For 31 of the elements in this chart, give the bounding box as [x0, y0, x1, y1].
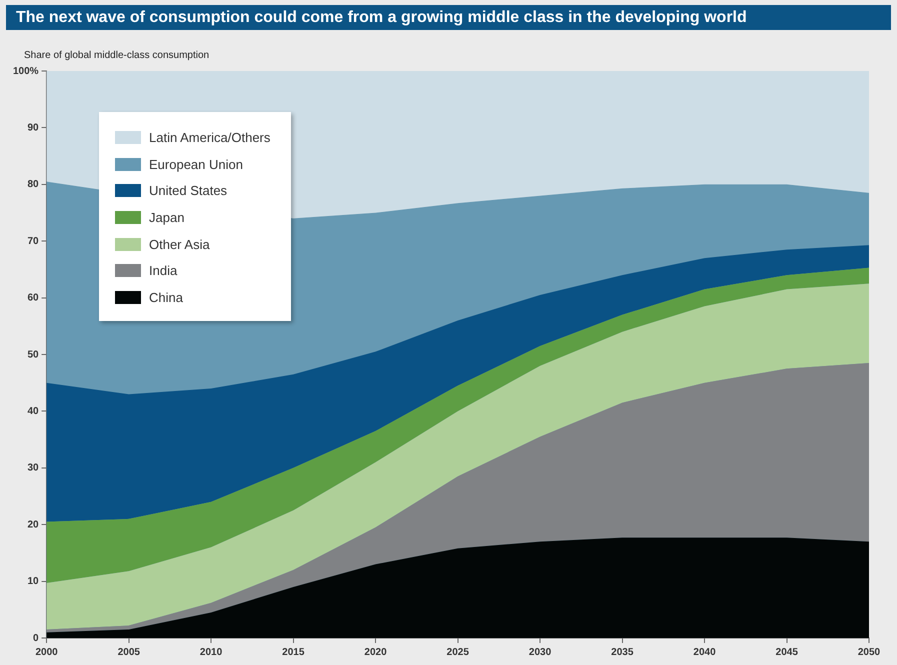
x-tick-label: 2040 — [693, 646, 716, 658]
y-tick-label: 60 — [27, 292, 40, 304]
x-tick-label: 2010 — [200, 646, 223, 658]
legend-label: Other Asia — [149, 236, 210, 252]
y-tick-label: 80 — [27, 179, 40, 190]
legend-label: India — [149, 263, 178, 278]
x-tick-label: 2050 — [858, 646, 881, 658]
y-axis-title: Share of global middle-class consumption — [24, 50, 210, 61]
y-tick-label: 30 — [27, 462, 40, 474]
x-tick-label: 2030 — [528, 646, 552, 658]
legend-label: China — [149, 290, 183, 305]
x-tick-label: 2000 — [35, 646, 58, 658]
y-tick-label: 50 — [27, 349, 40, 360]
legend-label: United States — [149, 183, 228, 198]
y-tick-label: 10 — [27, 576, 40, 588]
y-tick-label: 70 — [27, 236, 40, 247]
chart-title: The next wave of consumption could come from a growing middle class in the developing world — [6, 5, 891, 30]
legend-label: Latin America/Others — [149, 130, 270, 145]
y-tick-label: 0 — [33, 632, 40, 644]
x-tick-label: 2025 — [446, 646, 470, 658]
y-tick-label: 90 — [27, 122, 40, 134]
x-tick-label: 2005 — [118, 646, 140, 658]
x-tick-label: 2015 — [282, 646, 305, 658]
y-tick-label: 40 — [27, 406, 40, 417]
legend-label: Japan — [149, 210, 184, 225]
legend-label: European Union — [149, 156, 243, 172]
x-tick-label: 2020 — [364, 646, 388, 658]
x-tick-label: 2035 — [611, 646, 634, 658]
y-tick-label: 20 — [27, 519, 40, 530]
y-tick-label: 100% — [13, 66, 39, 77]
x-tick-label: 2045 — [776, 646, 798, 658]
